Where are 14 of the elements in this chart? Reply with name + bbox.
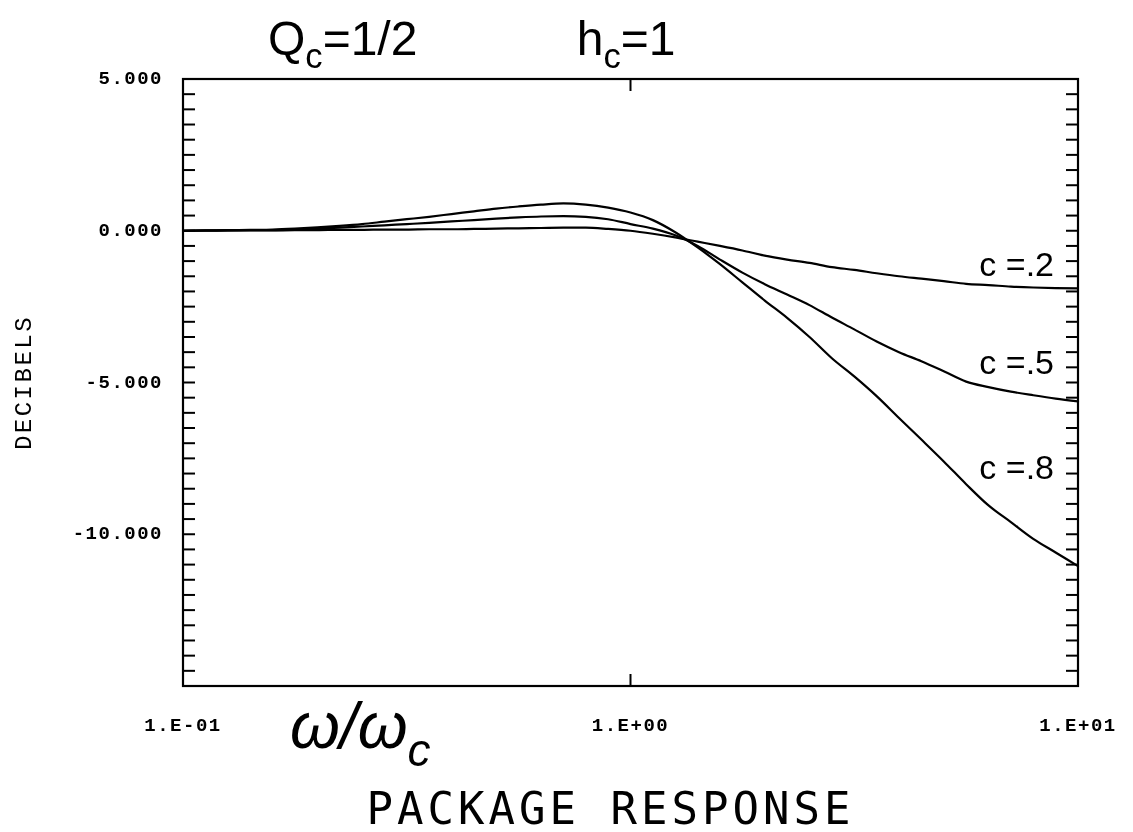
x-tick-label: 1.E+00 xyxy=(591,715,670,737)
y-tick-label: 5.000 xyxy=(98,68,163,90)
y-axis-title: DECIBELS xyxy=(10,314,38,451)
text: PACKAGE RESPONSE xyxy=(366,783,855,832)
y-tick-label: 0.000 xyxy=(98,219,163,242)
x-axis-title: ω/ω$_{c}$ xyxy=(290,690,431,776)
legend-label: c =.5 xyxy=(979,343,1054,382)
text: Q$_{c}$=1/2 h$_{c}$=1 xyxy=(268,12,676,76)
x-tick-label: 1.E-01 xyxy=(144,715,222,737)
legend-label: c =.8 xyxy=(979,447,1054,486)
y-tick-label: -10.000 xyxy=(72,523,163,546)
y-tick-label: -5.000 xyxy=(85,371,163,394)
legend-label: c =.2 xyxy=(979,245,1054,284)
x-tick-label: 1.E+01 xyxy=(1039,715,1117,737)
